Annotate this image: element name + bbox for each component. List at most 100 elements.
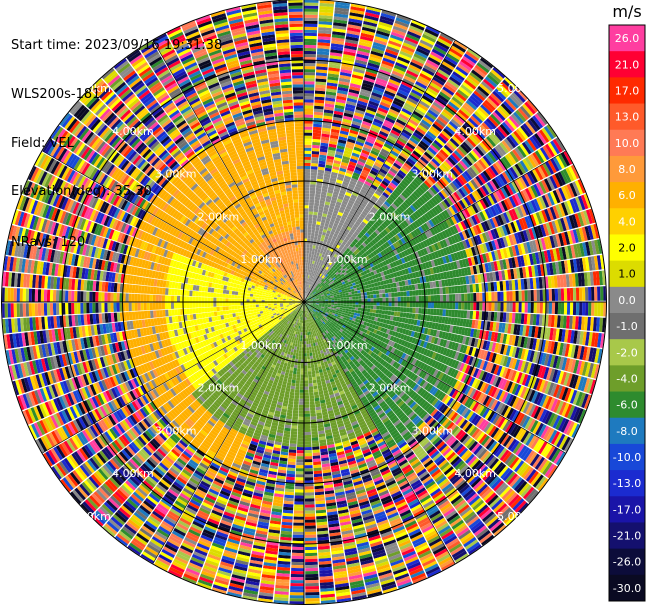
velocity-gate [429,160,439,169]
velocity-gate [348,294,353,298]
velocity-gate [357,246,363,252]
velocity-gate [448,286,452,294]
velocity-gate [360,32,375,39]
velocity-gate [333,278,337,283]
velocity-gate [385,306,389,311]
velocity-gate [325,278,329,282]
velocity-gate [313,114,323,119]
velocity-gate [417,142,428,151]
velocity-gate [448,217,455,226]
velocity-gate [307,300,310,302]
velocity-gate [348,89,360,95]
velocity-gate [476,245,482,255]
velocity-gate [378,276,383,282]
velocity-gate [352,215,358,221]
velocity-gate [346,189,353,194]
velocity-gate [397,89,409,97]
velocity-gate [481,81,494,93]
velocity-gate [433,234,440,243]
velocity-gate [445,309,449,317]
velocity-gate [317,215,322,220]
velocity-gate [375,286,379,291]
velocity-gate [314,202,320,207]
velocity-gate [538,210,546,224]
velocity-gate [347,278,351,283]
velocity-gate [496,175,506,187]
velocity-gate [326,239,331,244]
velocity-gate [485,168,494,180]
velocity-gate [388,40,402,48]
velocity-gate [461,158,471,168]
velocity-gate [321,136,330,141]
velocity-gate [415,105,427,114]
velocity-gate [353,312,358,316]
velocity-gate [309,285,312,289]
velocity-gate [473,245,480,256]
velocity-gate [435,193,444,202]
velocity-gate [311,223,316,228]
velocity-gate [340,279,345,283]
velocity-gate [355,299,359,302]
velocity-gate [351,174,359,181]
velocity-gate [347,27,361,33]
velocity-gate [351,123,361,130]
velocity-gate [406,302,410,308]
velocity-gate [342,295,347,298]
velocity-gate [364,15,379,22]
velocity-gate [513,90,526,103]
velocity-gate [342,155,351,161]
velocity-gate [513,179,522,192]
velocity-gate [568,166,577,181]
velocity-gate [524,101,536,115]
velocity-gate [339,133,348,139]
velocity-gate [499,173,508,185]
velocity-gate [463,196,472,206]
velocity-gate [305,290,308,294]
velocity-gate [360,88,372,95]
velocity-gate [340,71,352,77]
velocity-gate [343,238,349,244]
velocity-gate [484,208,492,219]
velocity-gate [372,164,381,171]
velocity-gate [315,268,319,272]
velocity-gate [393,272,398,278]
velocity-gate [313,264,316,268]
velocity-gate [391,297,395,302]
velocity-gate [336,284,340,288]
velocity-gate [336,255,340,260]
velocity-gate [308,295,311,299]
velocity-gate [357,261,363,266]
velocity-gate [320,267,324,271]
velocity-gate [372,250,378,256]
velocity-gate [552,156,563,171]
velocity-gate [328,70,340,75]
velocity-gate [392,100,404,108]
velocity-gate [412,296,416,302]
velocity-gate [324,100,335,105]
velocity-gate [304,26,318,31]
velocity-gate [372,231,378,237]
velocity-gate [382,95,393,103]
velocity-gate [341,241,347,246]
velocity-gate [403,177,411,185]
velocity-gate [321,296,325,299]
velocity-gate [399,312,404,318]
velocity-gate [458,211,466,221]
velocity-gate [427,146,437,156]
velocity-gate [469,205,477,215]
velocity-gate [419,171,428,180]
velocity-gate [327,304,332,307]
velocity-gate [337,287,342,291]
velocity-gate [357,194,364,200]
velocity-gate [504,77,517,90]
velocity-gate [332,212,338,218]
velocity-gate [411,202,419,211]
velocity-gate [337,142,346,147]
velocity-gate [311,290,315,293]
velocity-gate [464,79,477,90]
velocity-gate [494,145,504,158]
velocity-gate [313,242,317,246]
velocity-gate [304,293,306,297]
velocity-gate [354,290,358,294]
velocity-gate [362,274,366,279]
